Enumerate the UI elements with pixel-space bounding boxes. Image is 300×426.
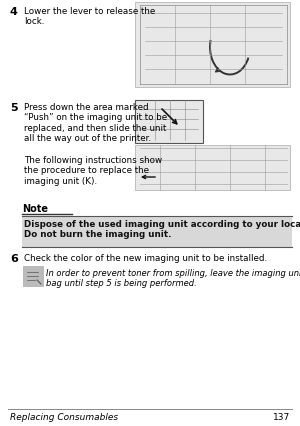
FancyBboxPatch shape [135,146,290,190]
Text: Note: Note [22,204,48,213]
FancyBboxPatch shape [23,266,43,286]
FancyBboxPatch shape [135,3,290,88]
Text: 137: 137 [273,412,290,421]
Text: 4: 4 [10,7,18,17]
Text: 6: 6 [10,253,18,263]
FancyBboxPatch shape [135,101,203,144]
Text: Check the color of the new imaging unit to be installed.: Check the color of the new imaging unit … [24,253,267,262]
Text: Lower the lever to release the
lock.: Lower the lever to release the lock. [24,7,155,26]
Text: The following instructions show
the procedure to replace the
imaging unit (K).: The following instructions show the proc… [24,155,162,185]
Text: Dispose of the used imaging unit according to your local regulations.
Do not bur: Dispose of the used imaging unit accordi… [24,219,300,239]
Text: Replacing Consumables: Replacing Consumables [10,412,118,421]
Text: 5: 5 [10,103,18,113]
Text: In order to prevent toner from spilling, leave the imaging unit in the
bag until: In order to prevent toner from spilling,… [46,268,300,288]
Text: Press down the area marked
“Push” on the imaging unit to be
replaced, and then s: Press down the area marked “Push” on the… [24,103,167,143]
FancyBboxPatch shape [22,218,292,248]
